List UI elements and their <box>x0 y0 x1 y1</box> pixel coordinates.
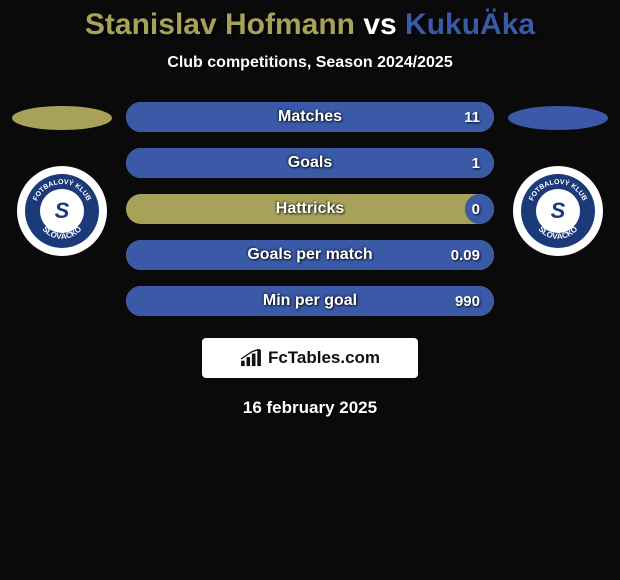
right-side-column: FOTBALOVÝ KLUB SLOVÁCKO S <box>502 102 614 256</box>
stat-label: Matches <box>278 108 342 126</box>
footer-date: 16 february 2025 <box>0 398 620 418</box>
content-row: FOTBALOVÝ KLUB SLOVÁCKO S Matches 11 Goals… <box>0 102 620 316</box>
stat-value-right: 0 <box>472 201 480 218</box>
player1-ellipse <box>12 106 112 130</box>
svg-text:SLOVÁCKO: SLOVÁCKO <box>41 224 84 241</box>
stat-bar: Goals 1 <box>126 148 494 178</box>
stat-bar: Goals per match 0.09 <box>126 240 494 270</box>
stat-value-right: 990 <box>455 293 480 310</box>
club-logo-ring: FOTBALOVÝ KLUB SLOVÁCKO S <box>25 174 99 248</box>
vs-text: vs <box>355 8 405 41</box>
stat-label: Hattricks <box>276 200 344 218</box>
stat-label: Min per goal <box>263 292 357 310</box>
stat-bar: Matches 11 <box>126 102 494 132</box>
bar-chart-icon <box>240 349 262 367</box>
svg-text:SLOVÁCKO: SLOVÁCKO <box>537 224 580 241</box>
infographic-container: Stanislav Hofmann vs KukuÄka Club compet… <box>0 0 620 580</box>
player1-club-logo: FOTBALOVÝ KLUB SLOVÁCKO S <box>17 166 107 256</box>
stat-value-right: 11 <box>464 109 480 126</box>
stats-column: Matches 11 Goals 1 Hattricks 0 Goals per match… <box>118 102 502 316</box>
player2-name: KukuÄka <box>405 8 535 41</box>
club-arc-bottom-text: SLOVÁCKO <box>537 224 580 241</box>
svg-text:FOTBALOVÝ KLUB: FOTBALOVÝ KLUB <box>32 178 92 202</box>
club-logo-ring: FOTBALOVÝ KLUB SLOVÁCKO S <box>521 174 595 248</box>
brand-text: FcTables.com <box>268 348 380 368</box>
club-arc-text-svg: FOTBALOVÝ KLUB SLOVÁCKO <box>521 174 595 248</box>
club-arc-text-svg: FOTBALOVÝ KLUB SLOVÁCKO <box>25 174 99 248</box>
subtitle: Club competitions, Season 2024/2025 <box>0 54 620 72</box>
club-arc-top-text: FOTBALOVÝ KLUB <box>528 178 588 202</box>
player2-club-logo: FOTBALOVÝ KLUB SLOVÁCKO S <box>513 166 603 256</box>
stat-label: Goals <box>288 154 332 172</box>
stat-value-right: 1 <box>472 155 480 172</box>
stat-label: Goals per match <box>247 246 372 264</box>
player1-name: Stanislav Hofmann <box>85 8 355 41</box>
svg-text:FOTBALOVÝ KLUB: FOTBALOVÝ KLUB <box>528 178 588 202</box>
stat-bar: Hattricks 0 <box>126 194 494 224</box>
left-side-column: FOTBALOVÝ KLUB SLOVÁCKO S <box>6 102 118 256</box>
club-arc-bottom-text: SLOVÁCKO <box>41 224 84 241</box>
brand-box[interactable]: FcTables.com <box>202 338 418 378</box>
page-title: Stanislav Hofmann vs KukuÄka <box>0 0 620 42</box>
stat-bar: Min per goal 990 <box>126 286 494 316</box>
player2-ellipse <box>508 106 608 130</box>
stat-value-right: 0.09 <box>451 247 480 264</box>
club-arc-top-text: FOTBALOVÝ KLUB <box>32 178 92 202</box>
